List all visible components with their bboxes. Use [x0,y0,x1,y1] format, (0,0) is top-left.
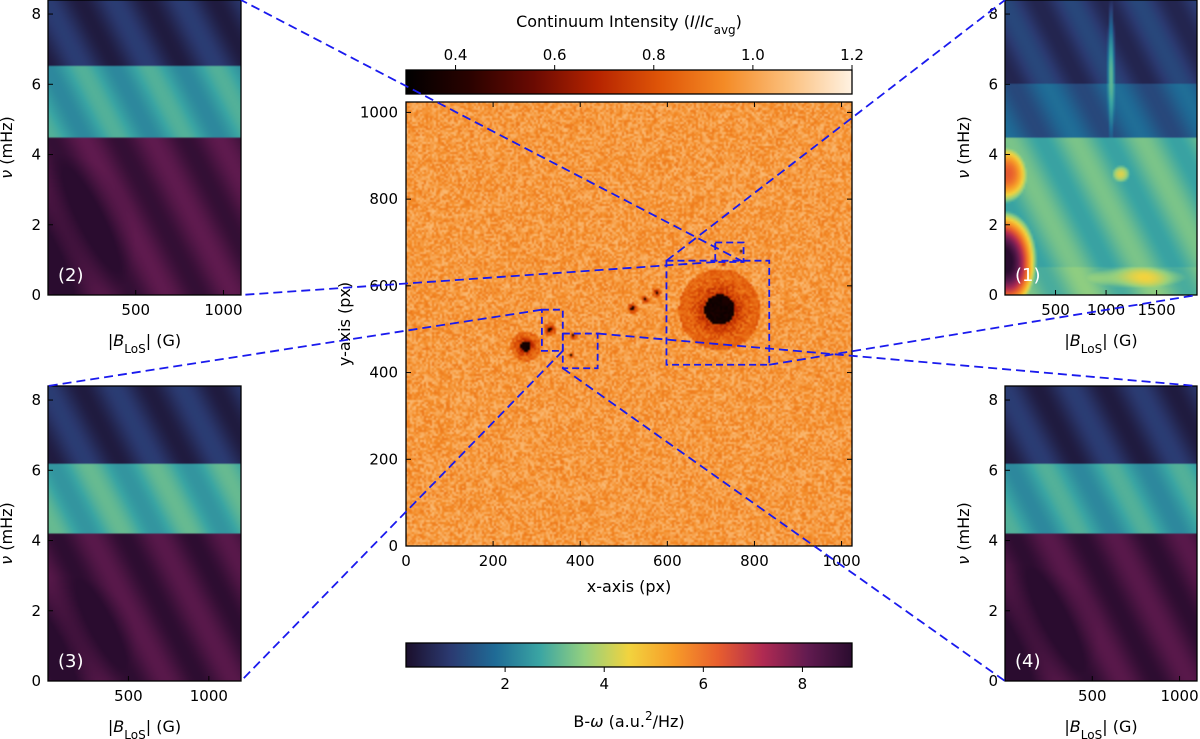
panel-3-y-tick-label: 8 [31,391,41,409]
panel-2-y-tick-label: 8 [31,5,41,23]
intensity-colorbar-bar [405,69,853,95]
connector-line [240,0,744,263]
panel-3-y-tick-label: 2 [31,602,41,620]
intensity-colorbar-tick-label: 1.0 [741,46,765,64]
x-tick-label: 1000 [822,552,860,570]
panel-3-y-tick-label: 0 [31,672,41,690]
panel-4-y-tick-label: 0 [988,672,998,690]
connector-line [240,261,716,296]
intensity-colorbar-tick-label: 0.8 [642,46,666,64]
bomega-colorbar-bar [405,642,853,668]
intensity-colorbar-tick-label: 0.4 [444,46,468,64]
intensity-colorbar-title: Continuum Intensity (I/Icavg) [516,12,742,37]
panel-1-x-tick-label: 500 [1041,301,1070,319]
panel-1-y-tick-label: 0 [988,286,998,304]
panel-4-y-tick-label: 2 [988,602,998,620]
y-tick-label: 1000 [360,103,398,121]
panel-4-y-tick-label: 4 [988,532,998,550]
panel-1-y-title: ν (mHz) [954,116,973,179]
bomega-colorbar-tick-label: 2 [500,675,510,693]
panel-1-y-tick-label: 6 [988,75,998,93]
intensity-map-image [406,102,852,546]
connector-line [665,0,1006,262]
panel-2-x-tick-label: 500 [121,301,150,319]
panel-1-label: (1) [1015,265,1041,286]
panel-1-y-tick-label: 4 [988,146,998,164]
panel-4-x-tick-label: 500 [1078,687,1107,705]
panel-1-y-tick-label: 8 [988,5,998,23]
panel-2-y-tick-label: 2 [31,216,41,234]
panel-2-y-title: ν (mHz) [0,116,16,179]
panel-2-x-title: |BLoS| (G) [108,331,181,356]
panel-3-y-tick-label: 6 [31,461,41,479]
panel-1-x-title: |BLoS| (G) [1064,331,1137,356]
intensity-colorbar-tick-label: 1.2 [840,46,864,64]
panel-1-image [1005,0,1197,295]
panel-1-x-tick-label: 1500 [1137,301,1175,319]
region-box [665,259,771,366]
bomega-colorbar-tick-label: 6 [699,675,709,693]
y-tick-label: 400 [369,364,398,382]
panel-3-frame [47,385,242,682]
connector-line [240,350,564,682]
panel-1-frame [1004,0,1198,296]
panel-3-x-title: |BLoS| (G) [108,717,181,739]
panel-4-y-tick-label: 6 [988,461,998,479]
bomega-colorbar-tick-label: 4 [599,675,609,693]
panel-4-image [1005,386,1197,681]
region-box [540,308,564,352]
region-box [561,332,599,370]
connector-line [769,294,1198,366]
y-axis-title: y-axis (px) [335,282,354,366]
x-tick-label: 0 [401,552,411,570]
region-box [714,241,745,263]
bomega-colorbar-tick-label: 8 [798,675,808,693]
y-tick-label: 800 [369,190,398,208]
x-tick-label: 600 [653,552,682,570]
y-tick-label: 0 [388,537,398,555]
panel-3-x-tick-label: 500 [114,687,143,705]
x-tick-label: 400 [566,552,595,570]
panel-3-y-tick-label: 4 [31,532,41,550]
panel-4-y-title: ν (mHz) [954,502,973,565]
panel-4-label: (4) [1015,651,1041,672]
y-tick-label: 200 [369,450,398,468]
panel-4-x-title: |BLoS| (G) [1064,717,1137,739]
panel-4-x-tick-label: 1000 [1160,687,1198,705]
panel-4-frame [1004,385,1198,682]
bomega-colorbar-title: B-ω (a.u.2/Hz) [573,709,684,731]
intensity-colorbar-tick-label: 0.6 [543,46,567,64]
panel-1-y-tick-label: 2 [988,216,998,234]
panel-3-label: (3) [58,651,84,672]
y-tick-label: 600 [369,277,398,295]
panel-2-y-tick-label: 4 [31,146,41,164]
connector-line [597,332,1198,387]
panel-2-label: (2) [58,265,84,286]
panel-2-y-tick-label: 6 [31,75,41,93]
panel-2-image [48,0,241,295]
connector-line [562,367,1006,682]
x-tick-label: 200 [479,552,508,570]
panel-3-image [48,386,241,681]
panel-2-x-tick-label: 1000 [204,301,242,319]
panel-3-y-title: ν (mHz) [0,502,16,565]
x-tick-label: 800 [740,552,769,570]
panel-3-x-tick-label: 1000 [190,687,228,705]
panel-2-y-tick-label: 0 [31,286,41,304]
intensity-map-frame [405,101,853,547]
x-axis-title: x-axis (px) [587,577,672,596]
panel-2-frame [47,0,242,296]
panel-4-y-tick-label: 8 [988,391,998,409]
